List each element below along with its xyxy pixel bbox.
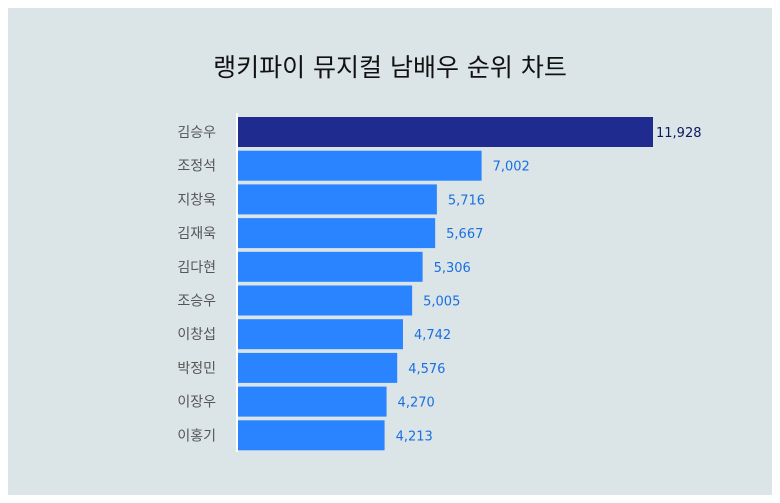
value-label: 4,270: [398, 396, 435, 411]
bar: [238, 218, 436, 249]
chart-background: [8, 8, 772, 495]
bar: [238, 117, 653, 147]
bar: [238, 184, 437, 215]
category-label: 김승우: [177, 125, 216, 141]
value-label: 5,306: [434, 261, 471, 276]
value-label: 7,002: [493, 160, 530, 175]
category-label: 박정민: [177, 361, 216, 377]
bar: [238, 150, 482, 181]
bar: [238, 319, 403, 350]
category-label: 조정석: [177, 159, 216, 175]
bars-group: 김승우 11,928 조정석 7,002 지창욱 5,716 김재욱 5,667 김다현 5,30…: [177, 117, 702, 451]
value-label: 5,667: [446, 227, 483, 242]
bar: [238, 352, 398, 383]
category-label: 지창욱: [177, 192, 216, 208]
chart-title: 랭키파이 뮤지컬 남배우 순위 차트: [213, 53, 567, 82]
bar: [238, 285, 413, 316]
value-label: 4,576: [408, 362, 445, 377]
category-label: 김다현: [177, 260, 216, 276]
category-label: 이장우: [177, 395, 216, 411]
bar: [238, 420, 385, 451]
category-label: 이창섭: [177, 327, 216, 343]
bar: [238, 251, 423, 282]
category-label: 조승우: [177, 294, 216, 310]
value-label: 4,213: [396, 429, 433, 444]
value-label: 5,005: [423, 295, 460, 310]
value-label: 4,742: [414, 328, 451, 343]
value-label: 5,716: [448, 193, 485, 208]
category-label: 이홍기: [177, 428, 216, 444]
value-label: 11,928: [656, 126, 702, 141]
category-label: 김재욱: [177, 226, 216, 242]
bar: [238, 386, 387, 417]
